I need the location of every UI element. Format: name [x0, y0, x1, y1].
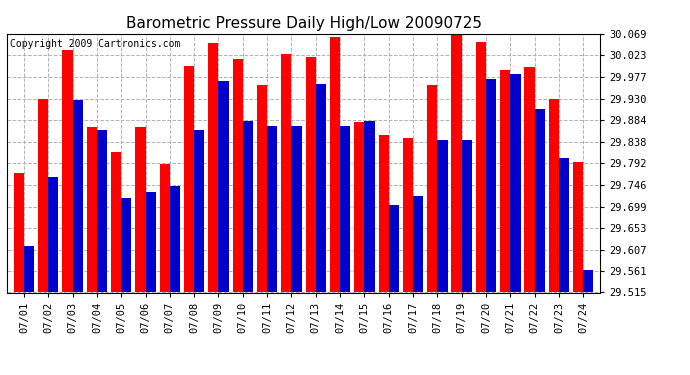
Bar: [437, 140, 448, 292]
Bar: [462, 140, 472, 292]
Bar: [194, 130, 204, 292]
Bar: [291, 126, 302, 292]
Bar: [121, 198, 131, 292]
Bar: [573, 162, 583, 292]
Bar: [97, 130, 107, 292]
Bar: [146, 192, 156, 292]
Bar: [184, 66, 194, 292]
Bar: [451, 26, 462, 292]
Bar: [62, 50, 72, 292]
Bar: [72, 100, 83, 292]
Bar: [243, 121, 253, 292]
Text: Copyright 2009 Cartronics.com: Copyright 2009 Cartronics.com: [10, 39, 180, 49]
Bar: [340, 126, 351, 292]
Bar: [233, 59, 243, 292]
Bar: [316, 84, 326, 292]
Bar: [219, 81, 228, 292]
Title: Barometric Pressure Daily High/Low 20090725: Barometric Pressure Daily High/Low 20090…: [126, 16, 482, 31]
Bar: [135, 127, 146, 292]
Bar: [38, 99, 48, 292]
Bar: [267, 126, 277, 292]
Bar: [354, 122, 364, 292]
Bar: [208, 43, 219, 292]
Bar: [511, 74, 520, 292]
Bar: [559, 159, 569, 292]
Bar: [282, 54, 291, 292]
Bar: [524, 67, 535, 292]
Bar: [257, 85, 267, 292]
Bar: [500, 70, 511, 292]
Bar: [549, 99, 559, 292]
Bar: [486, 79, 496, 292]
Bar: [111, 152, 121, 292]
Bar: [427, 85, 437, 292]
Bar: [48, 177, 59, 292]
Bar: [306, 57, 316, 292]
Bar: [87, 127, 97, 292]
Bar: [379, 135, 388, 292]
Bar: [14, 173, 24, 292]
Bar: [583, 270, 593, 292]
Bar: [159, 164, 170, 292]
Bar: [476, 42, 486, 292]
Bar: [413, 196, 423, 292]
Bar: [364, 121, 375, 292]
Bar: [403, 138, 413, 292]
Bar: [170, 186, 180, 292]
Bar: [535, 110, 545, 292]
Bar: [24, 246, 34, 292]
Bar: [388, 205, 399, 292]
Bar: [330, 37, 340, 292]
